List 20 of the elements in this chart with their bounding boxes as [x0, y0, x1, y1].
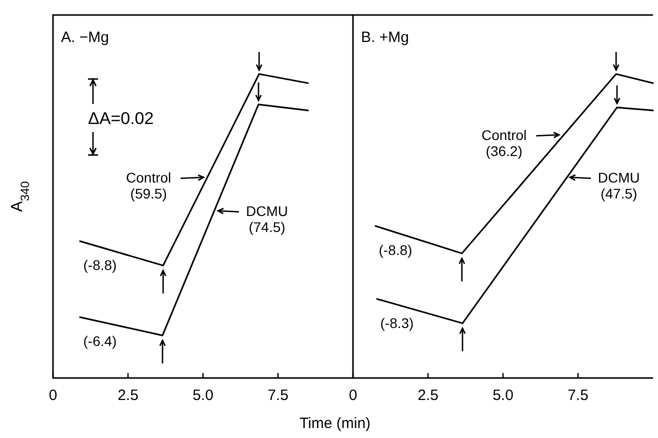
annotation: DCMU (47.5): [598, 169, 640, 202]
annotation: ΔA=0.02: [88, 109, 154, 128]
chart-title: B. +Mg: [361, 29, 409, 46]
x-tick-label: 7.5: [568, 387, 588, 404]
x-tick-label: 5.0: [192, 387, 214, 404]
x-tick-label: 2.5: [418, 387, 438, 404]
x-tick-label: 0: [48, 387, 58, 404]
chart-title: A. −Mg: [61, 29, 109, 46]
annotation: DCMU (74.5): [246, 202, 288, 235]
x-tick-label: 2.5: [118, 387, 138, 404]
annotation: Control (36.2): [482, 126, 527, 159]
annotation: (-6.4): [83, 333, 117, 350]
x-tick-label: 0: [348, 387, 358, 404]
x-tick-label: 5.0: [492, 387, 514, 404]
annotation: (-8.3): [380, 314, 414, 331]
x-tick-label: 7.5: [268, 387, 288, 404]
annotation: Control (59.5): [126, 169, 172, 202]
x-axis-title: Time (min): [299, 415, 371, 432]
annotation: (-8.8): [83, 257, 117, 274]
annotation: (-8.8): [378, 242, 412, 258]
